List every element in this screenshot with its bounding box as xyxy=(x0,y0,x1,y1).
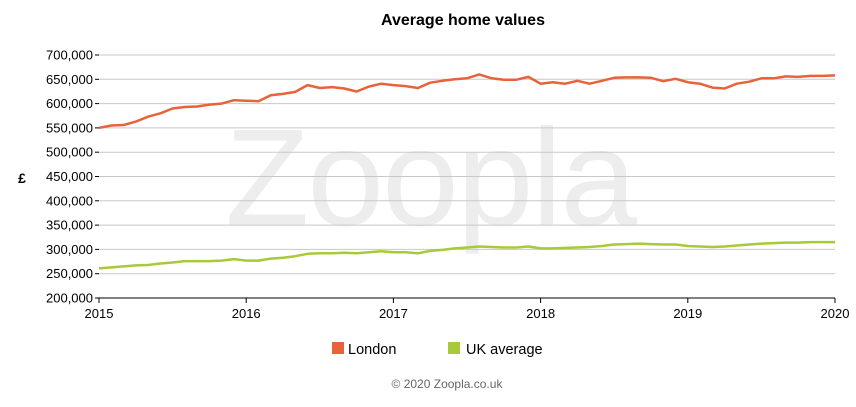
y-tick-label: 600,000 xyxy=(46,96,93,111)
y-tick-label: 700,000 xyxy=(46,48,93,63)
x-axis-ticks: 2015 2016 2017 2018 2019 2020 xyxy=(85,298,850,321)
y-tick-label: 300,000 xyxy=(46,242,93,257)
y-tick-label: 500,000 xyxy=(46,145,93,160)
y-axis-label: £ xyxy=(18,170,26,186)
x-tick-label: 2016 xyxy=(232,306,261,321)
legend-swatch-london xyxy=(332,342,344,354)
x-tick-label: 2019 xyxy=(673,306,702,321)
y-tick-label: 350,000 xyxy=(46,218,93,233)
legend-label-london: London xyxy=(348,342,396,358)
y-axis-ticks: 200,000 250,000 300,000 350,000 400,000 450,0… xyxy=(46,48,99,306)
legend: London UK average xyxy=(332,342,543,358)
x-tick-label: 2015 xyxy=(85,306,114,321)
legend-swatch-uk-average xyxy=(448,342,460,354)
chart-title: Average home values xyxy=(381,12,545,29)
copyright-credit: © 2020 Zoopla.co.uk xyxy=(392,377,504,391)
y-tick-label: 550,000 xyxy=(46,120,93,135)
legend-label-uk-average: UK average xyxy=(466,342,543,358)
gridlines xyxy=(99,54,835,299)
watermark: Zoopla xyxy=(225,101,637,255)
x-tick-label: 2017 xyxy=(379,306,408,321)
y-tick-label: 250,000 xyxy=(46,266,93,281)
y-tick-label: 400,000 xyxy=(46,193,93,208)
x-tick-label: 2018 xyxy=(526,306,555,321)
y-tick-label: 650,000 xyxy=(46,72,93,87)
y-tick-label: 200,000 xyxy=(46,291,93,306)
series-line-london xyxy=(98,73,836,130)
series-lines xyxy=(98,73,836,270)
series-line-uk-average xyxy=(98,240,835,270)
y-tick-label: 450,000 xyxy=(46,169,93,184)
x-tick-label: 2020 xyxy=(821,306,850,321)
